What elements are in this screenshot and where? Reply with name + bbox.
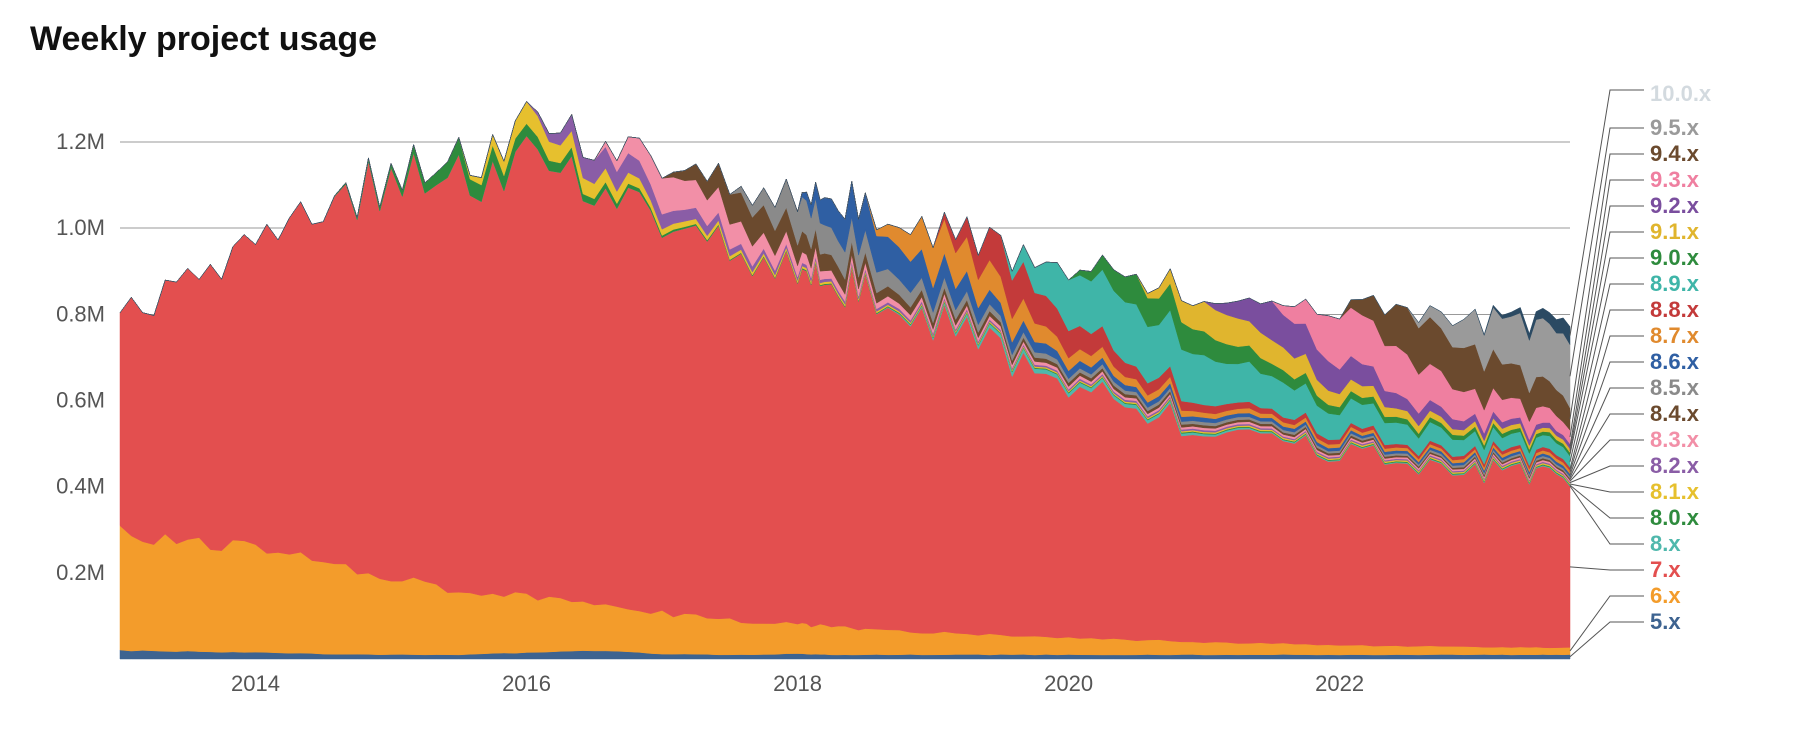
legend-label: 6.x: [1650, 583, 1681, 608]
legend-label: 9.4.x: [1650, 141, 1700, 166]
x-tick-label: 2014: [231, 671, 280, 696]
y-tick-label: 0.4M: [56, 474, 105, 499]
y-tick-label: 0.6M: [56, 388, 105, 413]
legend-leader: [1570, 596, 1644, 651]
legend-label: 8.8.x: [1650, 297, 1700, 322]
x-tick-label: 2022: [1315, 671, 1364, 696]
legend-leader: [1570, 567, 1644, 570]
legend-label: 8.5.x: [1650, 375, 1700, 400]
legend-label: 10.0.x: [1650, 81, 1712, 106]
y-tick-label: 0.8M: [56, 301, 105, 326]
legend-label: 8.3.x: [1650, 427, 1700, 452]
legend-label: 5.x: [1650, 609, 1681, 634]
x-tick-label: 2018: [773, 671, 822, 696]
legend-label: 8.4.x: [1650, 401, 1700, 426]
legend-leader: [1570, 484, 1644, 492]
legend-label: 8.6.x: [1650, 349, 1700, 374]
legend-leader: [1570, 622, 1644, 657]
legend-label: 8.9.x: [1650, 271, 1700, 296]
legend-label: 8.0.x: [1650, 505, 1700, 530]
chart-title: Weekly project usage: [30, 20, 1772, 59]
legend-label: 9.0.x: [1650, 245, 1700, 270]
legend-label: 8.7.x: [1650, 323, 1700, 348]
legend-label: 9.2.x: [1650, 193, 1700, 218]
legend-label: 9.5.x: [1650, 115, 1700, 140]
legend-leader: [1570, 466, 1644, 483]
legend-label: 8.2.x: [1650, 453, 1700, 478]
legend-label: 8.1.x: [1650, 479, 1700, 504]
x-tick-label: 2016: [502, 671, 551, 696]
y-tick-label: 0.2M: [56, 560, 105, 585]
chart-area: 0.2M 0.4M 0.6M 0.8M 1.0M 1.2M 2014 2016 2018 2020…: [30, 69, 1770, 709]
legend-label: 9.3.x: [1650, 167, 1700, 192]
stacked-areas: [120, 101, 1570, 659]
legend-label: 8.x: [1650, 531, 1681, 556]
y-tick-label: 1.2M: [56, 129, 105, 154]
legend-label: 9.1.x: [1650, 219, 1700, 244]
y-tick-label: 1.0M: [56, 215, 105, 240]
legend-leader: [1570, 128, 1644, 376]
x-tick-label: 2020: [1044, 671, 1093, 696]
legend: 10.0.x 9.5.x9.4.x9.3.x9.2.x9.1.x9.0.x8.9.…: [1570, 81, 1712, 657]
legend-label: 7.x: [1650, 557, 1681, 582]
